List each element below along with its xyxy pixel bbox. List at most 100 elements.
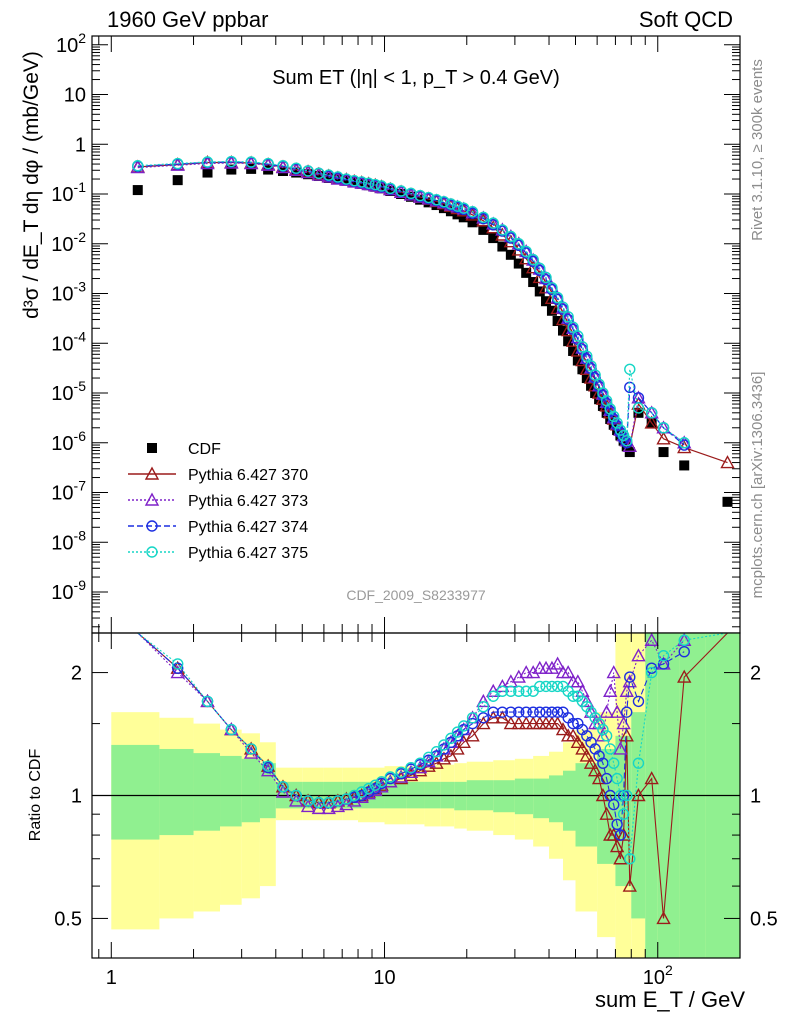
data-point bbox=[313, 171, 324, 182]
data-point bbox=[611, 417, 623, 429]
legend-entry-p370: Pythia 6.427 370 bbox=[128, 466, 308, 484]
data-point bbox=[586, 380, 597, 391]
data-point bbox=[384, 182, 397, 195]
ratio-point bbox=[384, 771, 397, 783]
side-label-rivet: Rivet 3.1.10, ≥ 300k events bbox=[749, 59, 766, 241]
data-point bbox=[369, 178, 381, 191]
ratio-point bbox=[579, 693, 594, 708]
ratio-point bbox=[355, 789, 368, 802]
ratio-point bbox=[600, 730, 613, 742]
chart-title: Sum ET (|η| < 1, p_T > 0.4 GeV) bbox=[272, 67, 560, 89]
data-point bbox=[290, 162, 302, 174]
data-point bbox=[362, 177, 375, 189]
data-point bbox=[349, 177, 360, 188]
ratio-point bbox=[555, 722, 571, 736]
ratio-point bbox=[445, 736, 457, 748]
ratio-point bbox=[414, 757, 426, 769]
data-point bbox=[132, 185, 143, 196]
legend-label: Pythia 6.427 370 bbox=[188, 467, 308, 484]
y-tick-label: 10-1 bbox=[51, 179, 86, 206]
ratio-point bbox=[520, 685, 532, 697]
y-tick-label: 1 bbox=[75, 134, 86, 156]
data-point bbox=[562, 311, 574, 323]
ratio-point bbox=[551, 680, 564, 693]
data-point bbox=[302, 165, 314, 177]
data-point bbox=[608, 410, 620, 423]
ratio-point bbox=[171, 662, 184, 674]
ratio-point bbox=[302, 795, 314, 807]
ratio-point bbox=[438, 739, 450, 751]
ratio-y-tick-label: 0.5 bbox=[54, 908, 82, 930]
data-point bbox=[722, 496, 733, 507]
ratio-point bbox=[486, 710, 501, 724]
ratio-point bbox=[551, 706, 564, 718]
data-point bbox=[405, 191, 416, 202]
ratio-point bbox=[445, 732, 457, 745]
ratio-point bbox=[560, 665, 576, 679]
ratio-point bbox=[458, 723, 470, 736]
data-point bbox=[370, 181, 381, 192]
legend-marker bbox=[147, 443, 157, 453]
data-point bbox=[534, 262, 546, 275]
data-point bbox=[570, 343, 586, 357]
ratio-point bbox=[611, 772, 623, 785]
data-point bbox=[245, 156, 257, 168]
ratio-point bbox=[597, 723, 609, 736]
data-point bbox=[656, 431, 671, 445]
ratio-point bbox=[567, 717, 579, 730]
data-point bbox=[563, 336, 574, 347]
ratio-point bbox=[505, 685, 517, 697]
data-point bbox=[583, 370, 599, 384]
data-point bbox=[201, 156, 214, 168]
ratio-point bbox=[290, 789, 302, 802]
ratio-y-tick-label: 2 bbox=[71, 663, 82, 685]
ratio-point bbox=[614, 829, 627, 841]
ratio-point bbox=[608, 798, 620, 811]
ratio-point bbox=[570, 674, 586, 688]
legend-marker bbox=[146, 520, 158, 532]
y-tick-label: 10-5 bbox=[51, 378, 86, 405]
ratio-point bbox=[606, 665, 621, 679]
data-point bbox=[534, 286, 545, 297]
y-tick-label: 10-2 bbox=[51, 229, 86, 256]
ratio-point bbox=[487, 690, 499, 702]
legend-entry-CDF: CDF bbox=[147, 441, 221, 458]
ratio-series-p375 bbox=[137, 632, 728, 865]
ratio-point bbox=[619, 683, 634, 697]
ratio-point bbox=[644, 632, 659, 646]
data-point bbox=[303, 169, 314, 180]
data-point bbox=[340, 173, 353, 185]
y-tick-label: 10-8 bbox=[51, 527, 86, 554]
ratio-point bbox=[619, 728, 634, 742]
data-point bbox=[575, 353, 590, 367]
data-point bbox=[438, 196, 450, 208]
ratio-point bbox=[645, 666, 658, 679]
data-point bbox=[277, 160, 289, 172]
y-tick-label: 10-6 bbox=[51, 428, 86, 455]
ratio-point bbox=[362, 782, 375, 795]
ratio-point bbox=[656, 910, 671, 925]
data-point bbox=[604, 403, 616, 415]
data-point bbox=[487, 217, 499, 229]
y-tick-label: 10-4 bbox=[51, 328, 86, 355]
ratio-point bbox=[534, 680, 546, 693]
data-point bbox=[458, 212, 469, 223]
ratio-point bbox=[511, 669, 526, 683]
data-point bbox=[356, 178, 367, 189]
ratio-point bbox=[583, 755, 599, 769]
ratio-point bbox=[546, 680, 558, 693]
data-point bbox=[172, 175, 183, 186]
ratio-point bbox=[579, 748, 594, 762]
data-point bbox=[505, 249, 516, 260]
ratio-point bbox=[624, 671, 636, 683]
y-tick-label: 10-9 bbox=[51, 577, 86, 604]
data-point bbox=[226, 164, 237, 175]
ratio-y-tick-label-right: 2 bbox=[750, 663, 761, 685]
ratio-point bbox=[355, 786, 368, 798]
data-point bbox=[368, 178, 383, 192]
data-point bbox=[355, 176, 368, 188]
legend-entry-p375: Pythia 6.427 375 bbox=[128, 545, 308, 562]
ratio-point bbox=[603, 683, 618, 697]
ratio-point bbox=[613, 741, 628, 755]
legend-label: Pythia 6.427 373 bbox=[188, 493, 308, 510]
